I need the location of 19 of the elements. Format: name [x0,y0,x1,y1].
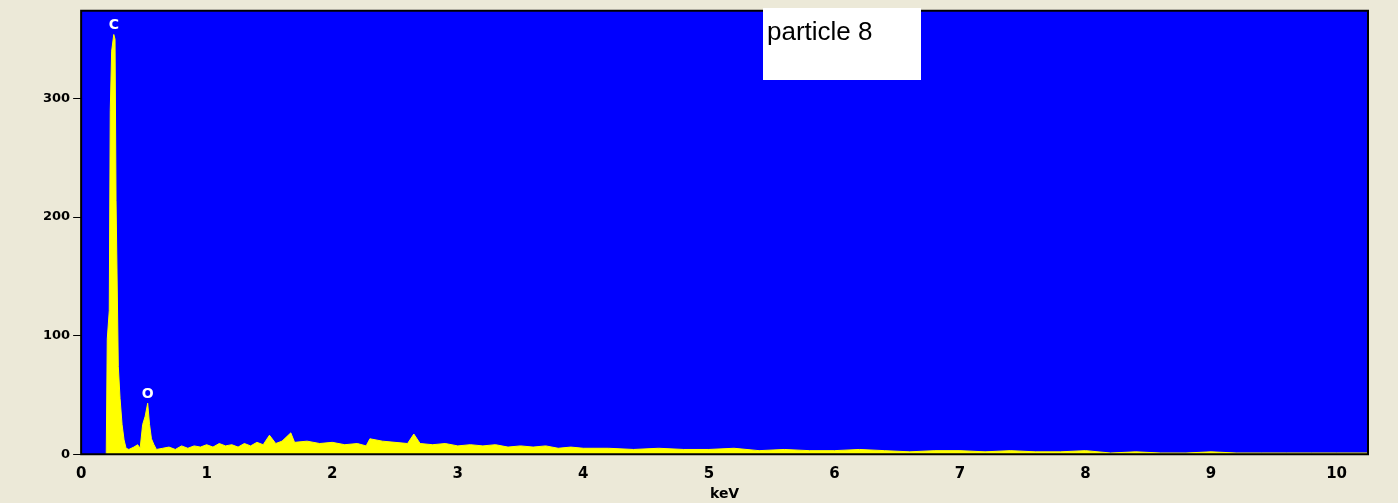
x-tick-label: 5 [703,464,715,483]
x-tick-label: 8 [1080,464,1091,483]
x-tick-label: 4 [578,464,589,483]
x-tick-label: 9 [1205,464,1217,483]
y-tick-label: 200 [43,208,71,224]
x-tick-label: 10 [1326,464,1348,483]
x-tick-label: 1 [201,464,212,483]
x-tick-label: 6 [829,464,840,483]
x-tick-label: 0 [75,464,87,483]
x-tick-label: 7 [954,464,966,483]
annotation: particle 8 [763,8,921,80]
annotation: C [108,16,119,33]
x-tick-label: 2 [327,464,338,483]
y-tick-label: 0 [61,445,71,461]
x-tick-label: 3 [452,464,463,483]
y-tick-label: 100 [43,327,71,343]
y-tick-label: 300 [43,89,71,105]
annotation: O [141,384,154,401]
x-axis-title: keV [709,485,740,502]
